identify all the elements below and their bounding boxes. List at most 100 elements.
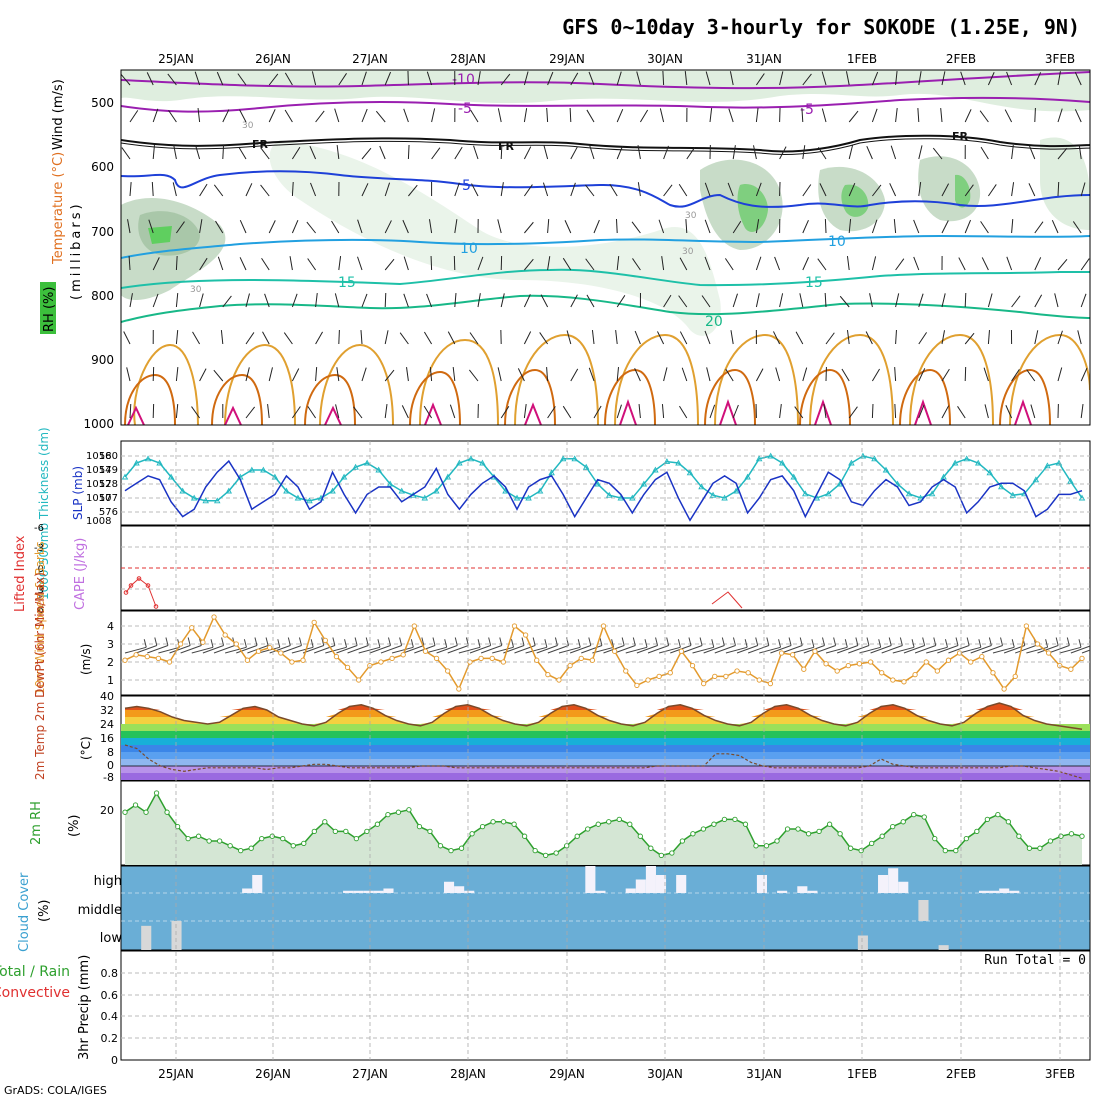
upper-air-barb: [361, 147, 372, 160]
thickness-ticks: 580 579 578 577 576: [99, 451, 118, 518]
rh2m-line-point: [195, 833, 202, 839]
upper-air-border: [120, 69, 1091, 426]
rh2m-line-point: [143, 809, 149, 815]
wind10m-barb-flag: [655, 637, 659, 646]
upper-air-barb: [245, 332, 255, 345]
upper-air-barb: [199, 219, 203, 234]
cloud-bars: [141, 866, 1020, 950]
upper-air-barb: [616, 256, 620, 271]
upper-air-barb: [217, 256, 224, 271]
upper-air-barb: [779, 71, 784, 86]
upper-air-barb: [663, 184, 673, 197]
upper-air-barb: [686, 147, 696, 160]
cloud-bar-high: [625, 888, 636, 893]
upper-air-barb: [616, 404, 622, 419]
rh2m-line-point: [543, 852, 549, 859]
rh2m-line-point: [921, 814, 927, 820]
wind10m-line-point: [389, 655, 395, 662]
upper-air-barb: [802, 257, 810, 271]
wind10m-barb-flag: [1011, 639, 1015, 648]
upper-air-barb: [869, 293, 873, 308]
thickness-tick: 579: [99, 465, 118, 476]
upper-air-barb: [728, 108, 734, 123]
rh2m-line-point: [753, 843, 759, 849]
wind10m-barb: [848, 645, 870, 654]
wind10m-line-point: [267, 644, 273, 651]
wind10m-barb-flag: [732, 637, 736, 646]
contour-label: 30: [682, 247, 694, 257]
thickness-line-point: [709, 491, 717, 498]
upper-air-barb: [661, 256, 665, 271]
wind10m-line-point: [511, 623, 518, 629]
wind10m-line-point: [522, 632, 529, 638]
upper-air-barb: [585, 258, 595, 271]
wind10m-speed-series: [122, 614, 1085, 692]
wind10m-barb-flag: [243, 639, 247, 648]
upper-air-barb: [306, 221, 316, 234]
upper-air-barb: [1057, 330, 1063, 345]
upper-air-panel: -10 -5 -5 FR FR FR 5 10 10 15 15 20 30 3…: [40, 69, 1091, 431]
wind10m-line-point: [611, 648, 618, 654]
wind10m-barb-flag: [1089, 637, 1090, 642]
wind10m-barb-flag: [1055, 637, 1059, 646]
cloud-bar-high: [464, 890, 475, 893]
lifted-index-line: [125, 577, 157, 607]
upper-air-barb: [958, 257, 966, 271]
contour-20: [121, 294, 1090, 323]
cloud-bar-high: [888, 868, 899, 893]
wind10m-line-point: [356, 677, 362, 683]
upper-air-barb: [894, 403, 897, 419]
upper-air-barb: [547, 256, 551, 271]
upper-air-barb: [523, 331, 532, 345]
wind10m-line-point: [823, 661, 829, 667]
upper-air-barb: [357, 256, 363, 271]
upper-air-barb: [238, 146, 247, 160]
thickness-line-point: [283, 487, 290, 494]
upper-air-barb: [403, 256, 409, 271]
upper-air-barb: [199, 293, 204, 308]
upper-air-barb: [361, 183, 369, 197]
lifted-index-point: [136, 576, 142, 581]
wind10m-line-point: [689, 662, 696, 669]
upper-air-barb: [471, 183, 479, 197]
contour-label: -10: [452, 72, 475, 88]
upper-air-barb: [802, 145, 806, 160]
top-day-label: 25JAN: [158, 52, 194, 66]
rh-area: [737, 184, 768, 232]
rh2m-line-point: [890, 823, 896, 830]
contour-warm: [133, 333, 1090, 425]
temp-tick: 40: [100, 690, 114, 703]
bottom-day-labels: 25JAN 26JAN 27JAN 28JAN 29JAN 30JAN 31JA…: [158, 1067, 1075, 1081]
upper-air-barb: [152, 257, 160, 271]
wind10m-barb: [625, 646, 648, 654]
upper-air-barb: [663, 367, 668, 382]
upper-air-barb: [941, 220, 949, 234]
wind10m-line-point: [1012, 673, 1018, 680]
upper-air-barb: [1051, 219, 1059, 234]
slp-tick: 1014: [86, 465, 111, 476]
upper-air-barb: [336, 367, 340, 382]
upper-air-barb: [732, 404, 739, 419]
cloud-bar-high: [343, 890, 354, 893]
upper-air-barb: [291, 293, 298, 308]
upper-air-barb: [570, 294, 578, 308]
upper-air-barb: [447, 331, 456, 345]
thickness-line-point: [248, 466, 256, 473]
lifted-index-series: [123, 576, 743, 609]
cloud-bar-high: [999, 888, 1010, 893]
wind10m-line-point: [433, 655, 440, 662]
thickness-line-point: [594, 480, 601, 487]
upper-air-barb: [593, 405, 602, 419]
level-tick: 700: [91, 225, 114, 239]
upper-air-barb: [871, 256, 877, 271]
thickness-line-point: [398, 487, 405, 494]
wind10m-barb: [336, 645, 358, 654]
wind10m-barb: [1037, 645, 1059, 654]
wind10m-line-point: [578, 655, 584, 662]
upper-air-barb: [307, 258, 317, 271]
wind10m-barb-flag: [532, 637, 536, 646]
thickness-line-point: [202, 497, 209, 504]
rh2m-line-point: [364, 828, 370, 835]
cloud-bar-high: [252, 875, 263, 893]
stability-ticks: -6 -3 0 3 6: [34, 523, 44, 616]
